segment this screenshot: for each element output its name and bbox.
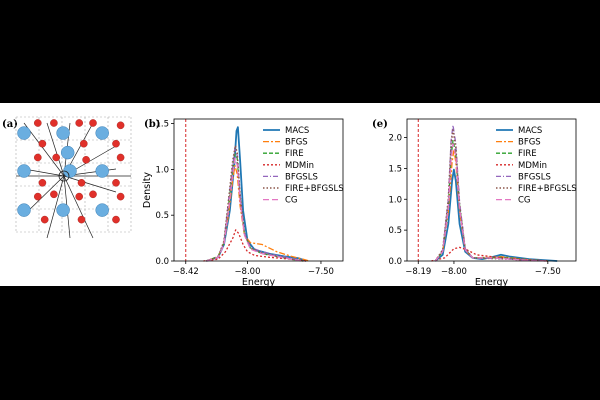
small-atom xyxy=(38,139,47,148)
panel-label: (b) xyxy=(144,119,160,130)
legend-label: CG xyxy=(285,196,298,206)
series-line-mdmin xyxy=(431,246,548,262)
y-tick-label: 0.0 xyxy=(388,257,402,267)
small-atom xyxy=(112,215,120,224)
bond-line xyxy=(23,175,65,216)
bond-line xyxy=(63,175,117,193)
series-line-cg xyxy=(434,143,548,262)
small-atom xyxy=(116,153,125,162)
legend-label: CG xyxy=(518,196,531,206)
small-atom xyxy=(34,153,42,162)
bond-line xyxy=(63,175,94,239)
x-tick-label: −8.00 xyxy=(441,267,467,277)
x-tick-label: −7.50 xyxy=(535,267,561,277)
small-atom xyxy=(52,153,61,162)
x-tick-label: −8.42 xyxy=(173,267,199,277)
small-atom xyxy=(116,121,125,130)
small-atom xyxy=(116,192,125,201)
panel-a-label: (a) xyxy=(2,119,18,130)
bond-line xyxy=(46,122,65,177)
crystal-structure-panel: (a) xyxy=(2,116,132,239)
legend-label: FIRE xyxy=(285,149,304,159)
small-atom xyxy=(112,179,120,187)
large-atom xyxy=(60,145,75,160)
x-tick-label: −7.50 xyxy=(308,267,334,277)
legend-label: BFGSLS xyxy=(285,172,318,182)
small-atom xyxy=(34,119,42,127)
panel-label: (e) xyxy=(372,119,388,130)
legend-label: FIRE+BFGSLS xyxy=(518,184,577,194)
legend-label: MDMin xyxy=(518,161,547,171)
axes-frame xyxy=(406,118,577,262)
large-atom xyxy=(17,164,31,178)
small-atom xyxy=(89,119,97,127)
lattice-diagram xyxy=(15,116,132,239)
legend-label: MACS xyxy=(518,126,542,136)
small-atom xyxy=(80,139,88,148)
series-line-mdmin xyxy=(203,229,307,262)
axes-frame xyxy=(173,118,344,262)
small-atom xyxy=(34,192,42,201)
large-atom xyxy=(95,203,109,217)
small-atom xyxy=(112,139,120,148)
small-atom xyxy=(75,119,83,127)
y-tick-label: 1.5 xyxy=(155,120,169,130)
series-line-cg xyxy=(206,157,304,262)
large-atom xyxy=(56,126,70,140)
legend-label: FIRE+BFGSLS xyxy=(285,184,344,194)
small-atom xyxy=(77,179,86,187)
y-tick-label: 0.0 xyxy=(155,257,169,267)
y-tick-label: 0.5 xyxy=(388,226,402,236)
density-chart-e: (e) −8.19 −8.00 −7.50 0.0 0.5 1.0 1.5 2.0 Energy M… xyxy=(372,118,577,288)
x-tick-label: −8.00 xyxy=(234,267,260,277)
y-axis-label: Density xyxy=(142,172,153,208)
density-chart-b: (b) −8.42 −8.00 −7.50 0.0 0.5 1.0 1.5 Energy Dens… xyxy=(142,118,344,288)
large-atom xyxy=(56,203,70,217)
large-atom xyxy=(17,126,31,140)
small-atom xyxy=(50,190,58,199)
small-atom xyxy=(38,179,47,187)
large-atom xyxy=(95,164,109,178)
small-atom xyxy=(82,156,90,164)
legend-label: MACS xyxy=(285,126,309,136)
legend-label: BFGS xyxy=(285,138,308,148)
x-tick-label: −8.19 xyxy=(405,267,431,277)
x-axis-label: Energy xyxy=(475,277,509,286)
y-tick-label: 1.0 xyxy=(388,195,402,205)
bond-line xyxy=(23,122,65,177)
figure-strip: (a) (b) −8.42 −8.00 −7.50 0.0 0.5 1.0 1.5 Energy… xyxy=(0,103,600,288)
legend-label: MDMin xyxy=(285,161,314,171)
figure-canvas: (a) (b) −8.42 −8.00 −7.50 0.0 0.5 1.0 1.5 Energy… xyxy=(2,116,577,288)
small-atom xyxy=(40,215,49,224)
small-atom xyxy=(50,119,58,127)
legend-label: FIRE xyxy=(518,149,537,159)
large-atom xyxy=(17,203,31,217)
bond-line xyxy=(46,175,65,239)
y-tick-label: 0.5 xyxy=(155,211,169,221)
y-tick-label: 1.5 xyxy=(388,164,402,174)
legend-label: BFGSLS xyxy=(518,172,551,182)
small-atom xyxy=(89,190,97,199)
y-tick-label: 2.0 xyxy=(388,134,402,144)
small-atom xyxy=(77,215,86,224)
x-axis-label: Energy xyxy=(242,277,276,286)
small-atom xyxy=(75,192,83,201)
legend-label: BFGS xyxy=(518,138,541,148)
large-atom xyxy=(95,126,109,140)
y-tick-label: 1.0 xyxy=(155,165,169,175)
centre-marker xyxy=(58,170,70,182)
